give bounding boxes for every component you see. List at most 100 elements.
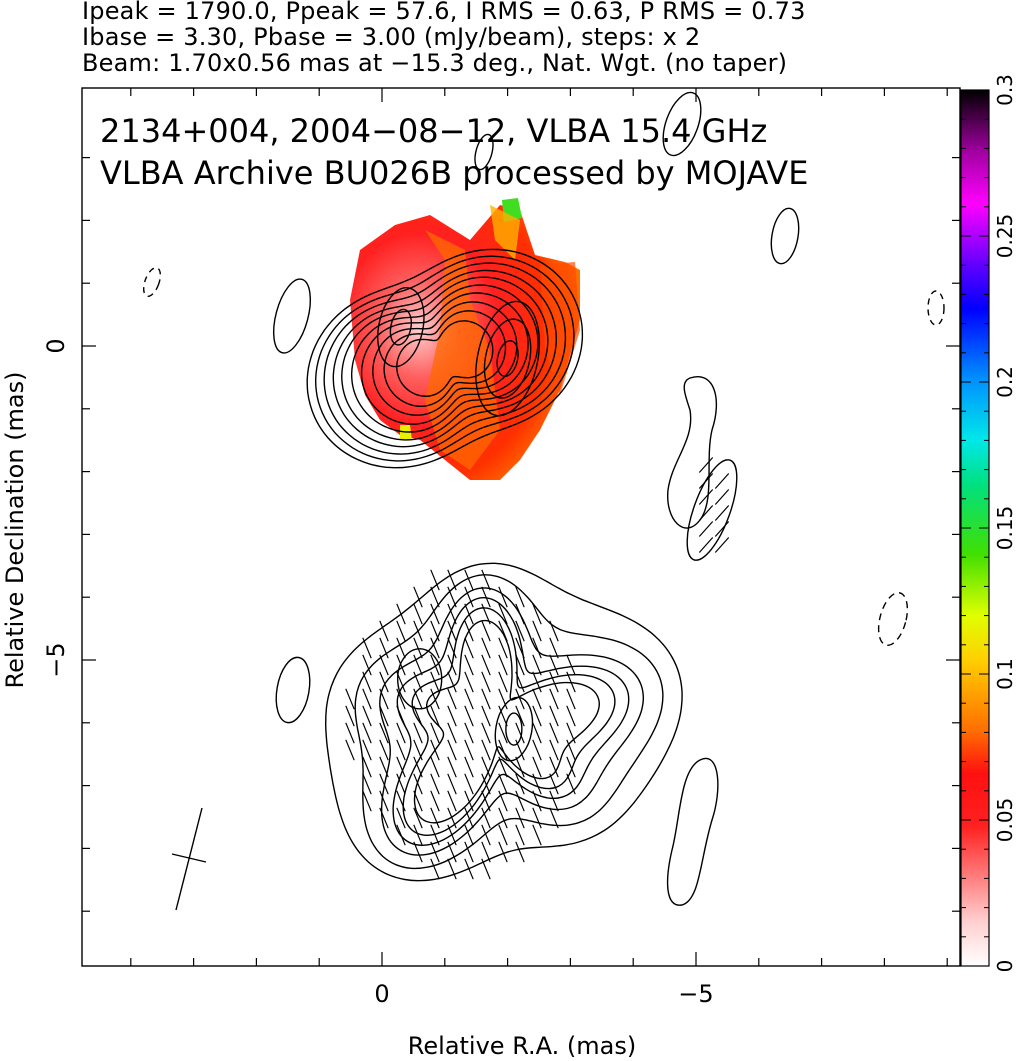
evpa-vector: [481, 637, 491, 659]
evpa-vector: [430, 858, 440, 880]
evpa-vector: [379, 688, 389, 710]
evpa-vector: [396, 603, 406, 625]
evpa-vector: [532, 603, 542, 625]
evpa-vector: [430, 722, 440, 744]
stokes-i-contour: [332, 269, 558, 448]
stokes-i-contour: [306, 248, 584, 469]
stokes-i-contour: [341, 276, 549, 441]
evpa-vector: [362, 705, 372, 727]
stokes-i-contour: [413, 619, 601, 824]
evpa-vector: [447, 586, 457, 608]
evpa-vector: [549, 773, 559, 795]
evpa-vector: [430, 756, 440, 778]
evpa-vector: [532, 773, 542, 795]
evpa-vector: [549, 688, 559, 710]
evpa-vector: [515, 841, 525, 863]
evpa-vector: [413, 722, 423, 744]
evpa-vector: [481, 722, 491, 744]
evpa-vector: [464, 807, 474, 829]
evpa-vector: [566, 722, 576, 744]
header-line-1: Ipeak = 1790.0, Ppeak = 57.6, I RMS = 0.…: [82, 0, 806, 25]
colorbar-ticks: [961, 89, 989, 967]
evpa-vector: [447, 620, 457, 642]
evpa-vector: [498, 722, 508, 744]
evpa-vector: [566, 773, 576, 795]
evpa-vector: [396, 654, 406, 676]
evpa-vector: [532, 671, 542, 693]
evpa-vector: [532, 807, 542, 829]
fractional-polarization-color-map: [350, 198, 580, 480]
evpa-vector: [515, 705, 525, 727]
evpa-vector: [481, 705, 491, 727]
x-tick-label-minus5: −5: [678, 980, 713, 1008]
colorbar-tick-label: 0.3: [993, 74, 1017, 106]
evpa-vector: [515, 739, 525, 761]
evpa-vector: [413, 620, 423, 642]
source-annotation-line-2: VLBA Archive BU026B processed by MOJAVE: [100, 154, 808, 192]
y-tick-label-0: 0: [42, 338, 70, 353]
evpa-vector: [566, 756, 576, 778]
restoring-beam: [171, 807, 207, 911]
evpa-vector: [532, 790, 542, 812]
evpa-vector: [396, 773, 406, 795]
evpa-vector: [698, 457, 714, 473]
colorbar: 0 0.05 0.1 0.15 0.2 0.25 0.3: [960, 74, 1017, 972]
evpa-vector: [396, 824, 406, 846]
evpa-vector: [379, 722, 389, 744]
colorbar-tick-label: 0.05: [993, 798, 1017, 843]
colorbar-tick-label: 0.15: [993, 506, 1017, 551]
evpa-vector: [430, 569, 440, 591]
evpa-vector: [498, 705, 508, 727]
evpa-vector: [362, 654, 372, 676]
stokes-i-peak-contour: [505, 712, 523, 746]
evpa-vector: [362, 722, 372, 744]
evpa-vector: [447, 569, 457, 591]
evpa-vector: [481, 569, 491, 591]
evpa-vector: [698, 537, 714, 553]
evpa-vector: [515, 688, 525, 710]
evpa-vector: [396, 739, 406, 761]
evpa-vector: [447, 671, 457, 693]
evpa-vector: [379, 790, 389, 812]
evpa-vector: [345, 688, 355, 710]
evpa-vector: [430, 773, 440, 795]
evpa-vector: [566, 688, 576, 710]
evpa-vector: [413, 705, 423, 727]
evpa-vector: [714, 505, 730, 521]
evpa-vector: [447, 773, 457, 795]
evpa-vector: [396, 756, 406, 778]
evpa-vector: [447, 756, 457, 778]
colorbar-tick-label: 0.2: [993, 366, 1017, 398]
header-line-2: Ibase = 3.30, Pbase = 3.00 (mJy/beam), s…: [82, 23, 701, 51]
colorbar-tick-label: 0.25: [993, 214, 1017, 259]
evpa-vector: [413, 739, 423, 761]
evpa-vector: [532, 620, 542, 642]
evpa-vector: [532, 654, 542, 676]
evpa-vector: [481, 756, 491, 778]
evpa-vector: [698, 489, 714, 505]
evpa-vector: [379, 705, 389, 727]
evpa-vector: [498, 688, 508, 710]
evpa-vector: [464, 773, 474, 795]
evpa-vector: [515, 722, 525, 744]
evpa-vector: [447, 654, 457, 676]
stokes-i-peak-contour: [396, 648, 443, 710]
evpa-vector: [549, 722, 559, 744]
evpa-vector: [396, 620, 406, 642]
stokes-i-contour: [354, 574, 664, 870]
evpa-vector: [464, 569, 474, 591]
evpa-vector: [498, 637, 508, 659]
evpa-vector: [698, 473, 714, 489]
evpa-vector: [549, 654, 559, 676]
evpa-vector: [464, 824, 474, 846]
evpa-vector: [464, 586, 474, 608]
evpa-vector: [515, 671, 525, 693]
evpa-vector: [464, 756, 474, 778]
evpa-vector: [396, 807, 406, 829]
evpa-vector: [464, 790, 474, 812]
stokes-i-contour: [323, 262, 567, 455]
evpa-vector: [714, 537, 730, 553]
evpa-vector: [464, 637, 474, 659]
source-annotation-line-1: 2134+004, 2004−08−12, VLBA 15.4 GHz: [100, 112, 767, 150]
colorbar-tick-label: 0.1: [993, 658, 1017, 690]
